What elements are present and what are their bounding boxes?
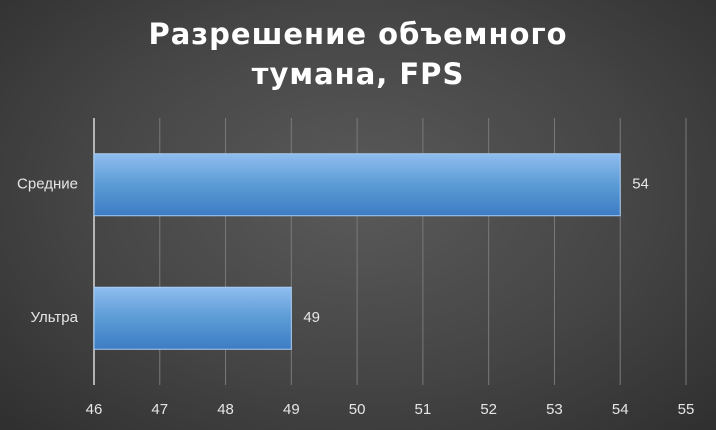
chart-title: Разрешение объемного тумана, FPS xyxy=(148,17,568,91)
x-tick-label: 48 xyxy=(217,401,234,418)
x-tick-label: 55 xyxy=(678,401,695,418)
x-tick-label: 54 xyxy=(612,401,629,418)
bar xyxy=(93,286,292,350)
bar xyxy=(93,153,621,217)
x-tick-label: 46 xyxy=(86,401,103,418)
x-tick-label: 53 xyxy=(546,401,563,418)
x-tick-label: 50 xyxy=(349,401,366,418)
y-tick-label: Ультра xyxy=(31,309,79,326)
x-tick-label: 49 xyxy=(283,401,300,418)
data-label: 49 xyxy=(303,309,320,326)
x-tick-label: 47 xyxy=(151,401,168,418)
y-tick-label: Средние xyxy=(17,176,78,193)
x-tick-label: 52 xyxy=(480,401,497,418)
x-tick-label: 51 xyxy=(415,401,432,418)
data-label: 54 xyxy=(632,176,649,193)
